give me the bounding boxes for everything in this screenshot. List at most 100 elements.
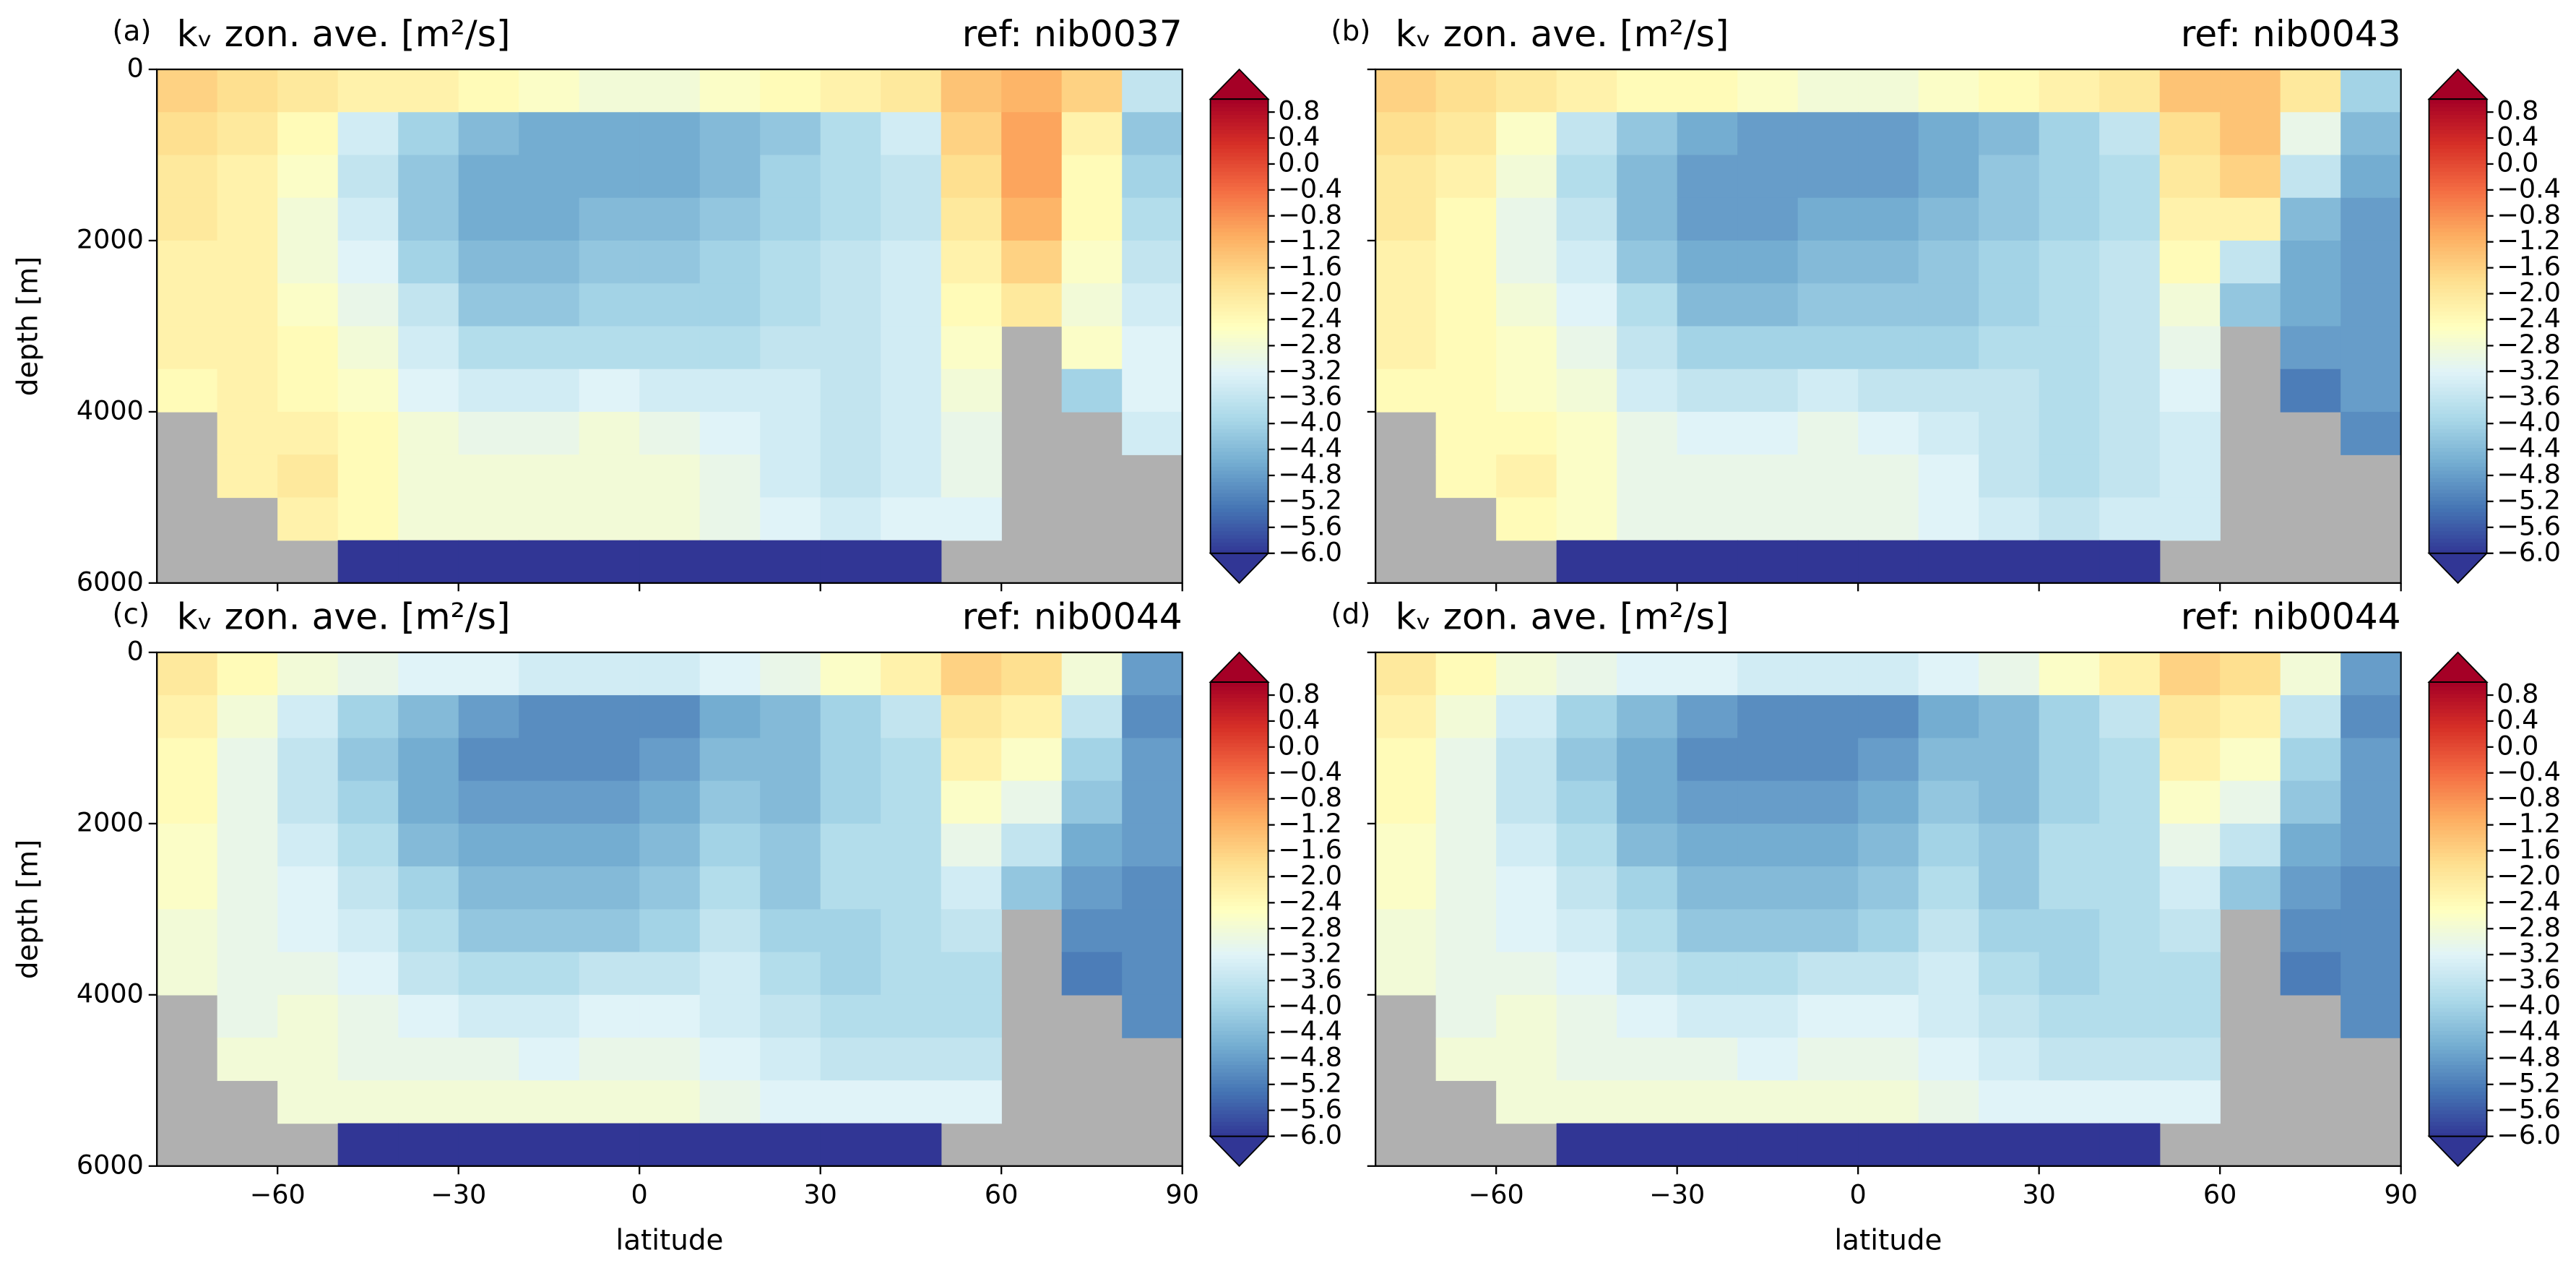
colorbar-segment: [1210, 174, 1268, 180]
heatmap-cell: [1435, 326, 1497, 370]
colorbar-segment: [1210, 375, 1268, 380]
colorbar-segment: [2429, 765, 2487, 770]
colorbar-segment: [2429, 977, 2487, 982]
heatmap-cell: [2039, 909, 2100, 953]
heatmap-cell: [2039, 454, 2100, 499]
panel-title: kᵥ zon. ave. [m²/s]: [177, 595, 511, 638]
colorbar-segment: [1210, 292, 1268, 297]
heatmap-cell: [941, 994, 1002, 1038]
heatmap-cell: [699, 411, 761, 455]
heatmap-cell: [820, 497, 881, 541]
heatmap-cell: [1677, 540, 1738, 584]
colorbar-segment: [2429, 897, 2487, 902]
heatmap-cell: [1001, 823, 1063, 867]
x-axis-label: latitude: [615, 1224, 723, 1256]
colorbar-segment: [2429, 863, 2487, 868]
colorbar-segment: [2429, 716, 2487, 721]
heatmap-cell: [1737, 695, 1799, 739]
colorbar-segment: [2429, 735, 2487, 740]
heatmap-cell: [1556, 695, 1617, 739]
colorbar-segment: [2429, 534, 2487, 539]
colorbar-segment: [1210, 368, 1268, 373]
colorbar-segment: [2429, 348, 2487, 354]
heatmap-cell: [2280, 652, 2341, 696]
colorbar-segment: [1210, 284, 1268, 289]
colorbar-segment: [2429, 796, 2487, 801]
heatmap-cell: [1979, 69, 2040, 113]
colorbar-segment: [2429, 988, 2487, 993]
heatmap-cell: [1496, 326, 1557, 370]
heatmap-cell: [1918, 155, 1979, 199]
heatmap-cell: [760, 368, 821, 413]
colorbar-tick-label: −4.0: [2497, 990, 2561, 1021]
colorbar-segment: [1210, 856, 1268, 861]
colorbar-segment: [1210, 791, 1268, 797]
heatmap-cell: [941, 823, 1002, 867]
heatmap-cell: [1375, 738, 1437, 782]
heatmap-cell: [760, 952, 821, 996]
colorbar-segment: [2429, 780, 2487, 785]
heatmap-cell: [2220, 197, 2281, 241]
x-tick-label: 0: [631, 1178, 648, 1210]
panel-label: (d): [1331, 598, 1370, 631]
heatmap-cell: [2099, 454, 2161, 499]
colorbar-segment: [2429, 970, 2487, 975]
heatmap-cell: [519, 952, 580, 996]
colorbar-tick-label: −3.6: [2497, 964, 2561, 995]
heatmap-cell: [820, 1038, 881, 1082]
heatmap-cell: [2039, 240, 2100, 284]
colorbar-segment: [2429, 387, 2487, 392]
heatmap-cell: [277, 780, 339, 824]
colorbar-segment: [1210, 1090, 1268, 1095]
colorbar-segment: [1210, 402, 1268, 407]
heatmap-cell: [1918, 652, 1979, 696]
heatmap-cell: [2341, 240, 2402, 284]
heatmap-cell: [1496, 866, 1557, 910]
colorbar-segment: [2429, 182, 2487, 187]
heatmap-cell: [2220, 652, 2281, 696]
colorbar-segment: [2429, 806, 2487, 812]
colorbar-segment: [1210, 436, 1268, 441]
heatmap-cell: [2099, 326, 2161, 370]
heatmap-cell: [2159, 197, 2221, 241]
heatmap-cell: [2341, 112, 2402, 156]
colorbar-segment: [1210, 799, 1268, 804]
heatmap-cell: [881, 780, 942, 824]
panel-ref: ref: nib0043: [2181, 12, 2401, 55]
heatmap-cell: [398, 738, 459, 782]
colorbar-tick-label: −1.6: [2497, 834, 2561, 865]
colorbar-segment: [1210, 897, 1268, 902]
heatmap-cell: [217, 780, 278, 824]
heatmap-cell: [1797, 909, 1859, 953]
heatmap-cell: [579, 1038, 640, 1082]
colorbar-segment: [1210, 727, 1268, 733]
heatmap-cell: [2099, 952, 2161, 996]
heatmap-cell: [1858, 112, 1919, 156]
heatmap-cell: [699, 780, 761, 824]
heatmap-cell: [458, 112, 519, 156]
colorbar-segment: [1210, 542, 1268, 547]
colorbar-segment: [1210, 1011, 1268, 1016]
heatmap-cell: [1556, 952, 1617, 996]
heatmap-cell: [1858, 780, 1919, 824]
heatmap-cell: [398, 411, 459, 455]
heatmap-cell: [519, 780, 580, 824]
colorbar-segment: [2429, 470, 2487, 475]
colorbar-segment: [2429, 228, 2487, 233]
colorbar-segment: [1210, 980, 1268, 986]
colorbar-segment: [2429, 871, 2487, 876]
colorbar-tick-label: 0.0: [2497, 147, 2538, 178]
heatmap-cell: [2159, 326, 2221, 370]
heatmap-cell: [820, 1080, 881, 1124]
colorbar-tick-label: −3.2: [2497, 938, 2561, 969]
colorbar-segment: [2429, 867, 2487, 872]
colorbar-segment: [2429, 473, 2487, 478]
heatmap-cell: [1617, 1123, 1678, 1167]
colorbar-segment: [2429, 492, 2487, 498]
heatmap-cell: [458, 69, 519, 113]
heatmap-cell: [1617, 112, 1678, 156]
heatmap-cell: [881, 1038, 942, 1082]
heatmap-cell: [941, 652, 1002, 696]
heatmap-cell: [1858, 866, 1919, 910]
colorbar-segment: [2429, 954, 2487, 960]
